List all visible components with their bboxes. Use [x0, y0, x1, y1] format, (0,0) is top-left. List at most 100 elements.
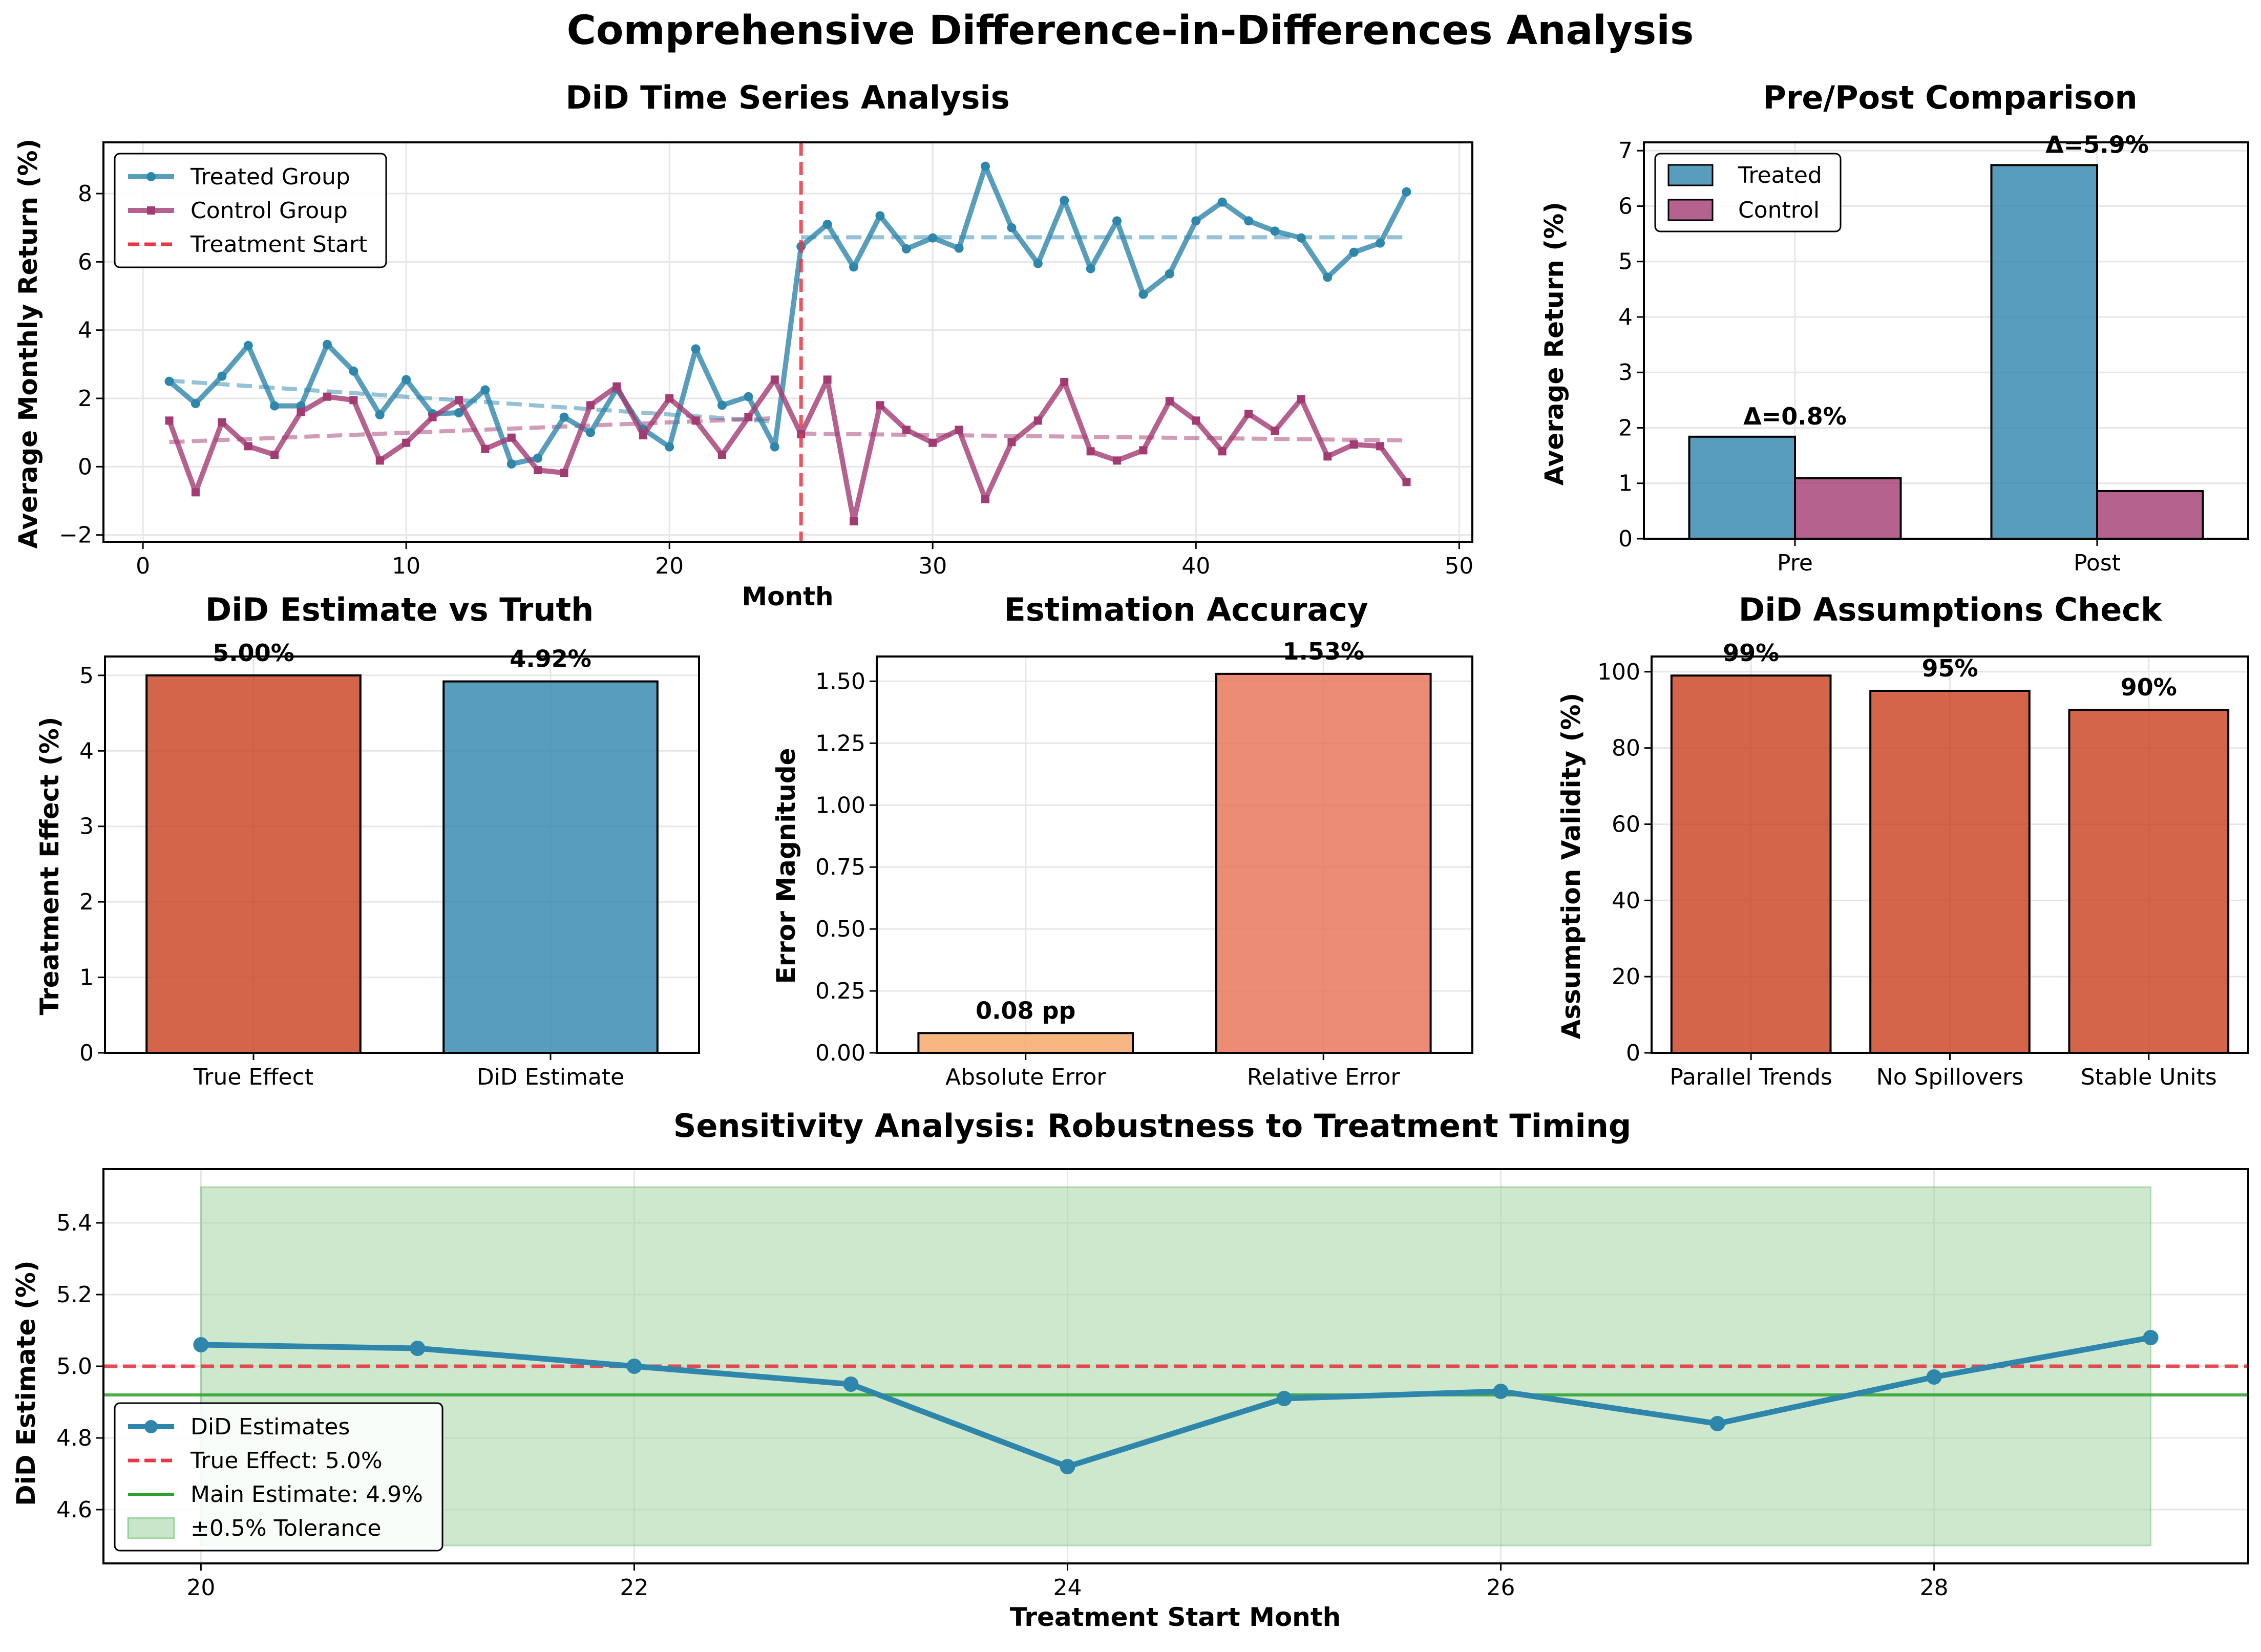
estimation-accuracy-ylabel: Error Magnitude [771, 748, 801, 984]
estimation-accuracy-value-label: 1.53% [1282, 638, 1364, 665]
delta-annotation: Δ=5.9% [2045, 131, 2149, 158]
time-series-xtick-label: 20 [655, 553, 684, 579]
trend-line-control-post [801, 431, 1407, 442]
treated-bar-post [1990, 164, 2098, 540]
control-point [770, 375, 779, 384]
pre-post-ytick-label: 7 [1618, 138, 1633, 164]
sensitivity-legend: DiD Estimates True Effect: 5.0% Main Estim… [114, 1402, 443, 1552]
treated-point [1112, 216, 1122, 226]
legend-swatch-control [1667, 199, 1714, 221]
control-point [955, 426, 963, 434]
control-point [981, 495, 990, 503]
treated-bar-pre [1688, 435, 1796, 540]
control-point [1402, 478, 1411, 486]
assumptions-frame [1651, 655, 2249, 1054]
control-point [349, 396, 358, 405]
control-point [850, 517, 858, 525]
time-series-ytick-label: 6 [78, 249, 92, 275]
sensitivity-legend-label: Main Estimate: 4.9% [191, 1481, 423, 1508]
treated-point [875, 211, 885, 221]
sensitivity-xtick-label: 24 [1053, 1575, 1082, 1601]
control-point [1007, 438, 1016, 447]
figure-suptitle: Comprehensive Difference-in-Differences … [567, 8, 1694, 54]
pre-post-ytick-label: 6 [1618, 193, 1633, 219]
estimation-accuracy-ytick-label: 0.75 [815, 854, 865, 880]
control-series-line [166, 377, 1409, 524]
pre-post-ytick-label: 3 [1618, 359, 1633, 386]
control-point [481, 444, 490, 453]
assumptions-bar-no-spillovers [1869, 689, 2031, 1054]
control-point [902, 426, 911, 434]
treated-point [1402, 187, 1411, 197]
control-point [586, 401, 595, 410]
control-point [560, 469, 568, 477]
time-series-title: DiD Time Series Analysis [565, 79, 1009, 116]
assumptions-value-label: 95% [1921, 654, 1978, 682]
sensitivity-ytick-label: 5.4 [56, 1210, 92, 1236]
sensitivity-legend-box [114, 1402, 443, 1552]
treated-point [402, 375, 411, 385]
time-series-legend-label: Treated Group [190, 164, 350, 190]
estimate-vs-truth-value-label: 4.92% [510, 645, 591, 673]
pre-post-ytick-label: 4 [1618, 304, 1633, 330]
sensitivity-legend-label: DiD Estimates [191, 1414, 350, 1440]
control-point [323, 392, 331, 401]
treated-point [1244, 216, 1254, 226]
treated-point [1323, 272, 1333, 282]
treated-point [191, 399, 200, 408]
estimation-accuracy-ytick-label: 1.00 [815, 792, 865, 818]
treated-point [1165, 269, 1174, 279]
treated-point [1007, 223, 1017, 232]
did-estimate-point [1060, 1459, 1075, 1474]
control-point [534, 466, 542, 474]
pre-post-frame [1643, 141, 2249, 540]
control-point [1349, 440, 1358, 449]
assumptions-panel: DiD Assumptions Check Assumption Validit… [1556, 591, 2249, 1090]
treated-point [322, 340, 332, 349]
control-point [1244, 410, 1253, 418]
control-point [1323, 452, 1332, 461]
time-series-ytick-label: 4 [78, 317, 92, 344]
estimate-vs-truth-ytick-label: 4 [79, 738, 94, 764]
treated-point [1086, 264, 1095, 273]
treated-point [717, 400, 727, 410]
control-point [1113, 456, 1122, 465]
pre-post-legend-label: Treated [1738, 162, 1822, 188]
estimation-accuracy-ytick-label: 1.50 [815, 668, 865, 694]
estimate-vs-truth-ytick-label: 5 [79, 663, 94, 689]
treated-point [454, 408, 463, 417]
did-estimate-point [626, 1359, 642, 1374]
legend-marker-treated [146, 172, 156, 181]
control-point [165, 416, 174, 425]
time-series-ytick-label: 8 [78, 181, 92, 207]
estimation-accuracy-title: Estimation Accuracy [1004, 591, 1368, 628]
treated-point [506, 459, 516, 469]
time-series-xlabel: Month [742, 582, 833, 611]
sensitivity-xtick-label: 20 [186, 1575, 215, 1601]
time-series-ytick-label: 2 [78, 386, 92, 412]
control-point [454, 396, 463, 405]
time-series-xtick-label: 0 [136, 553, 150, 579]
control-point [270, 451, 279, 459]
did-estimate-point [1493, 1384, 1509, 1399]
time-series-legend: Treated Group Control Group Treatment Star… [114, 153, 387, 268]
estimation-accuracy-xtick-label: Relative Error [1247, 1064, 1401, 1090]
estimation-accuracy-ytick-label: 0.25 [815, 978, 865, 1004]
did-estimate-point [1709, 1416, 1725, 1431]
control-point [639, 431, 647, 439]
pre-post-legend: Treated Control [1654, 153, 1842, 232]
control-point [402, 438, 411, 447]
pre-post-xtick-label: Post [2074, 550, 2121, 576]
time-series-legend-label: Treatment Start [190, 231, 367, 258]
estimate-vs-truth-bar-did-estimate [442, 680, 659, 1054]
time-series-ytick-label: 0 [78, 454, 92, 480]
treated-point [243, 341, 253, 350]
assumptions-title: DiD Assumptions Check [1739, 591, 2163, 628]
estimation-accuracy-bar-absolute-error [917, 1032, 1134, 1054]
treated-point [1349, 247, 1359, 257]
legend-marker-did-estimates [144, 1420, 158, 1433]
pre-post-ytick-label: 2 [1618, 415, 1633, 441]
control-point [1139, 446, 1148, 455]
control-point [375, 456, 384, 465]
did-estimates-line [201, 1335, 2151, 1470]
